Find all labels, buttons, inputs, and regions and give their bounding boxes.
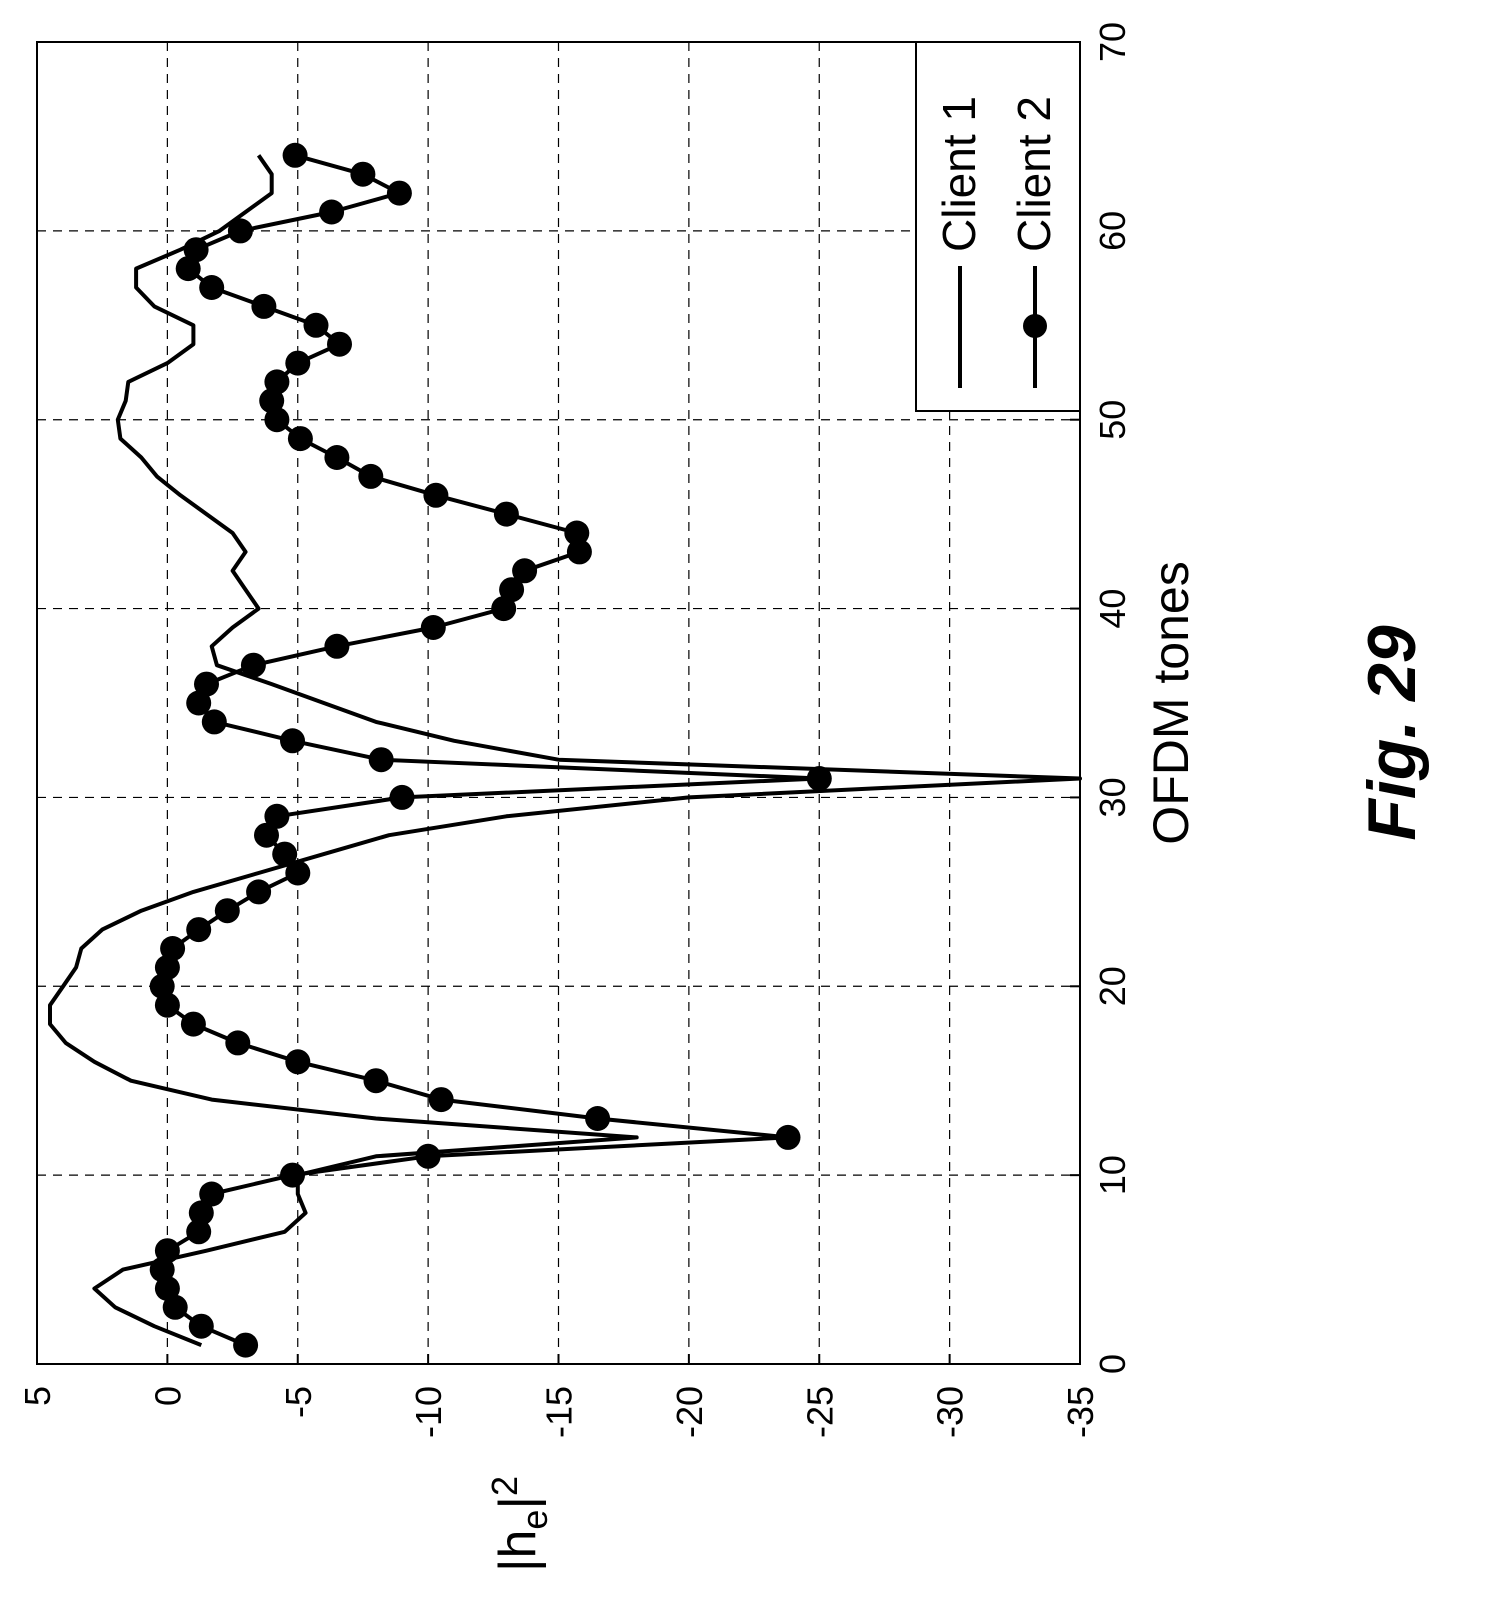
data-point-client-2 bbox=[283, 143, 308, 168]
y-tick-label: -15 bbox=[539, 1386, 580, 1438]
data-point-client-2 bbox=[564, 521, 589, 546]
data-point-client-2 bbox=[585, 1106, 610, 1131]
data-point-client-2 bbox=[199, 1182, 224, 1207]
data-point-client-2 bbox=[288, 426, 313, 451]
data-point-client-2 bbox=[246, 879, 271, 904]
y-axis-label: |he|2 bbox=[484, 1476, 555, 1572]
data-point-client-2 bbox=[280, 728, 305, 753]
figure-caption: Fig. 29 bbox=[1354, 625, 1430, 841]
data-point-client-2 bbox=[358, 464, 383, 489]
y-tick-label: -25 bbox=[799, 1386, 840, 1438]
data-point-client-2 bbox=[280, 1163, 305, 1188]
data-point-client-2 bbox=[421, 615, 446, 640]
data-point-client-2 bbox=[416, 1144, 441, 1169]
data-point-client-2 bbox=[324, 445, 349, 470]
x-axis-label: OFDM tones bbox=[1143, 561, 1199, 844]
data-point-client-2 bbox=[285, 1049, 310, 1074]
data-point-client-2 bbox=[423, 483, 448, 508]
x-tick-label: 10 bbox=[1092, 1155, 1133, 1195]
y-tick-label: -20 bbox=[669, 1386, 710, 1438]
legend-marker-client-2 bbox=[1023, 314, 1047, 338]
legend-label-client-2: Client 2 bbox=[1008, 96, 1060, 252]
x-tick-label: 40 bbox=[1092, 589, 1133, 629]
y-tick-label: 5 bbox=[17, 1386, 58, 1406]
data-point-client-2 bbox=[327, 332, 352, 357]
data-point-client-2 bbox=[181, 1012, 206, 1037]
data-point-client-2 bbox=[241, 653, 266, 678]
data-point-client-2 bbox=[194, 672, 219, 697]
x-tick-label: 50 bbox=[1092, 400, 1133, 440]
data-point-client-2 bbox=[199, 275, 224, 300]
data-point-client-2 bbox=[189, 1314, 214, 1339]
data-point-client-2 bbox=[776, 1125, 801, 1150]
y-axis-label-base: |h bbox=[489, 1530, 547, 1572]
y-axis-label-superscript: 2 bbox=[484, 1476, 525, 1496]
data-point-client-2 bbox=[494, 502, 519, 527]
x-tick-label: 30 bbox=[1092, 777, 1133, 817]
data-point-client-2 bbox=[186, 917, 211, 942]
data-point-client-2 bbox=[155, 1238, 180, 1263]
legend: Client 1 Client 2 bbox=[916, 42, 1080, 411]
data-point-client-2 bbox=[233, 1333, 258, 1358]
data-point-client-2 bbox=[364, 1068, 389, 1093]
y-tick-label: -35 bbox=[1060, 1386, 1101, 1438]
y-axis-label-bar: | bbox=[489, 1496, 547, 1510]
series-line-client-2 bbox=[162, 155, 819, 1345]
data-point-client-2 bbox=[304, 313, 329, 338]
data-point-client-2 bbox=[387, 181, 412, 206]
data-point-client-2 bbox=[225, 1030, 250, 1055]
x-tick-label: 70 bbox=[1092, 22, 1133, 62]
data-point-client-2 bbox=[160, 936, 185, 961]
legend-label-client-1: Client 1 bbox=[933, 96, 985, 252]
data-point-client-2 bbox=[324, 634, 349, 659]
data-point-client-2 bbox=[184, 237, 209, 262]
data-point-client-2 bbox=[251, 294, 276, 319]
data-point-client-2 bbox=[512, 558, 537, 583]
x-tick-label: 20 bbox=[1092, 966, 1133, 1006]
data-point-client-2 bbox=[807, 766, 832, 791]
y-tick-label: -30 bbox=[930, 1386, 971, 1438]
x-tick-label: 60 bbox=[1092, 211, 1133, 251]
data-point-client-2 bbox=[272, 842, 297, 867]
y-tick-label: 0 bbox=[147, 1386, 188, 1406]
data-point-client-2 bbox=[228, 218, 253, 243]
data-point-client-2 bbox=[319, 200, 344, 225]
data-point-client-2 bbox=[350, 162, 375, 187]
data-point-client-2 bbox=[264, 804, 289, 829]
data-point-client-2 bbox=[390, 785, 415, 810]
data-point-client-2 bbox=[369, 747, 394, 772]
data-point-client-2 bbox=[264, 369, 289, 394]
y-axis-label-subscript: e bbox=[514, 1510, 555, 1530]
x-tick-label: 0 bbox=[1092, 1354, 1133, 1374]
data-point-client-2 bbox=[285, 351, 310, 376]
y-tick-label: -5 bbox=[278, 1386, 319, 1418]
data-point-client-2 bbox=[429, 1087, 454, 1112]
y-tick-label: -10 bbox=[408, 1386, 449, 1438]
data-point-client-2 bbox=[215, 898, 240, 923]
